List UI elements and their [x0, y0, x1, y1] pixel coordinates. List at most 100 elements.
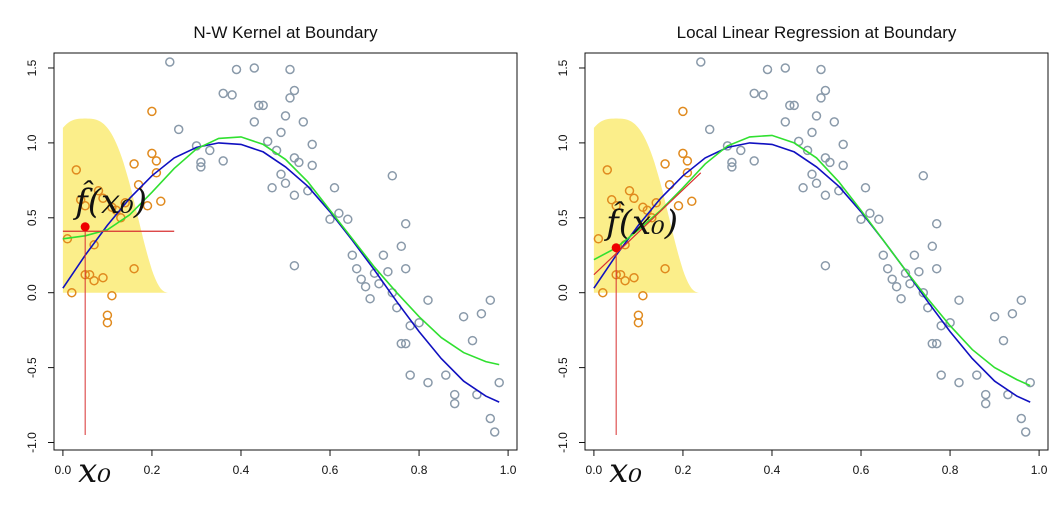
panel-title: N-W Kernel at Boundary: [193, 23, 378, 42]
data-point: [758, 90, 768, 100]
data-point: [396, 338, 407, 349]
data-point: [400, 263, 411, 274]
data-point: [254, 100, 264, 111]
x-tick-label: 0.2: [675, 463, 692, 477]
data-point: [856, 214, 866, 225]
data-point: [593, 234, 604, 244]
data-point: [347, 250, 358, 260]
y-tick-label: -0.5: [25, 357, 39, 378]
data-point: [807, 169, 817, 180]
data-point: [129, 159, 139, 169]
data-point: [980, 398, 991, 409]
data-point: [887, 274, 897, 284]
data-point: [1025, 377, 1035, 388]
data-point: [289, 85, 300, 96]
data-point: [93, 186, 104, 196]
data-point: [687, 196, 697, 207]
data-point: [834, 186, 844, 196]
data-point: [196, 162, 206, 172]
data-point: [75, 195, 86, 205]
target-point: [80, 222, 90, 232]
data-point: [954, 377, 964, 388]
data-point: [749, 156, 759, 166]
data-point: [972, 370, 982, 380]
data-point: [298, 117, 309, 127]
data-point: [736, 145, 746, 156]
data-point: [896, 293, 906, 304]
data-point: [816, 93, 826, 103]
data-point: [633, 310, 644, 320]
data-point: [262, 136, 273, 147]
data-point: [329, 183, 340, 193]
data-point: [811, 111, 822, 121]
x-tick-label: 1.0: [1031, 463, 1048, 477]
y-tick-label: 1.5: [25, 59, 39, 76]
data-point: [458, 311, 469, 322]
data-point: [749, 88, 759, 99]
data-point: [624, 186, 635, 196]
data-point: [780, 117, 791, 127]
data-point: [98, 272, 108, 283]
data-point: [151, 156, 162, 166]
data-point: [449, 389, 460, 400]
x-tick-label: 0.8: [942, 463, 959, 477]
y-tick-label: 0.0: [556, 284, 570, 301]
data-point: [325, 214, 335, 225]
data-point: [882, 263, 893, 274]
data-point: [489, 427, 500, 437]
data-point: [620, 275, 630, 286]
data-point: [294, 157, 304, 168]
x-tick-label: 1.0: [500, 463, 517, 477]
data-point: [67, 287, 77, 298]
y-tick-label: 0.5: [556, 209, 570, 226]
data-point: [651, 198, 661, 208]
data-point: [356, 274, 366, 284]
data-point: [673, 201, 684, 211]
data-point: [307, 139, 317, 150]
y-tick-label: 0.0: [25, 284, 39, 301]
data-point: [289, 153, 300, 163]
data-point: [351, 263, 362, 274]
data-point: [602, 165, 613, 175]
data-point: [727, 157, 737, 168]
data-point: [918, 171, 929, 181]
data-point: [914, 266, 924, 277]
fhat-label: f̂(x₀): [603, 200, 678, 242]
data-point: [820, 85, 831, 96]
data-point: [678, 148, 688, 159]
data-point: [647, 213, 657, 223]
data-point: [802, 145, 813, 156]
data-point: [467, 335, 478, 346]
data-point: [476, 308, 487, 319]
x-tick-label: 0.4: [764, 463, 781, 477]
data-point: [638, 290, 648, 301]
panel-1: N-W Kernel at Boundary f̂(x₀) x₀ 0.0 0.2 0.4 0…: [25, 23, 518, 491]
data-point: [147, 106, 157, 117]
data-point: [343, 214, 353, 225]
data-point: [289, 260, 300, 271]
x-tick-label: 0.6: [322, 463, 339, 477]
true-function-curve: [593, 142, 1031, 403]
data-point: [173, 124, 184, 135]
data-point: [129, 263, 139, 274]
data-point: [151, 168, 162, 178]
data-point: [147, 148, 157, 159]
data-point: [678, 106, 688, 117]
data-point: [606, 195, 617, 205]
data-point: [374, 278, 384, 289]
data-point: [704, 124, 715, 135]
data-point: [441, 370, 451, 380]
data-point: [360, 281, 371, 292]
true-function-curve: [62, 142, 500, 403]
data-point: [303, 186, 313, 196]
data-point: [598, 287, 608, 298]
y-tick-label: -1.0: [556, 432, 570, 453]
data-point: [400, 219, 411, 229]
data-point: [931, 263, 942, 274]
data-point: [289, 190, 300, 201]
data-point: [205, 145, 215, 156]
data-point: [165, 57, 175, 67]
data-point: [102, 310, 113, 320]
data-point: [785, 100, 795, 111]
data-point: [120, 198, 130, 208]
